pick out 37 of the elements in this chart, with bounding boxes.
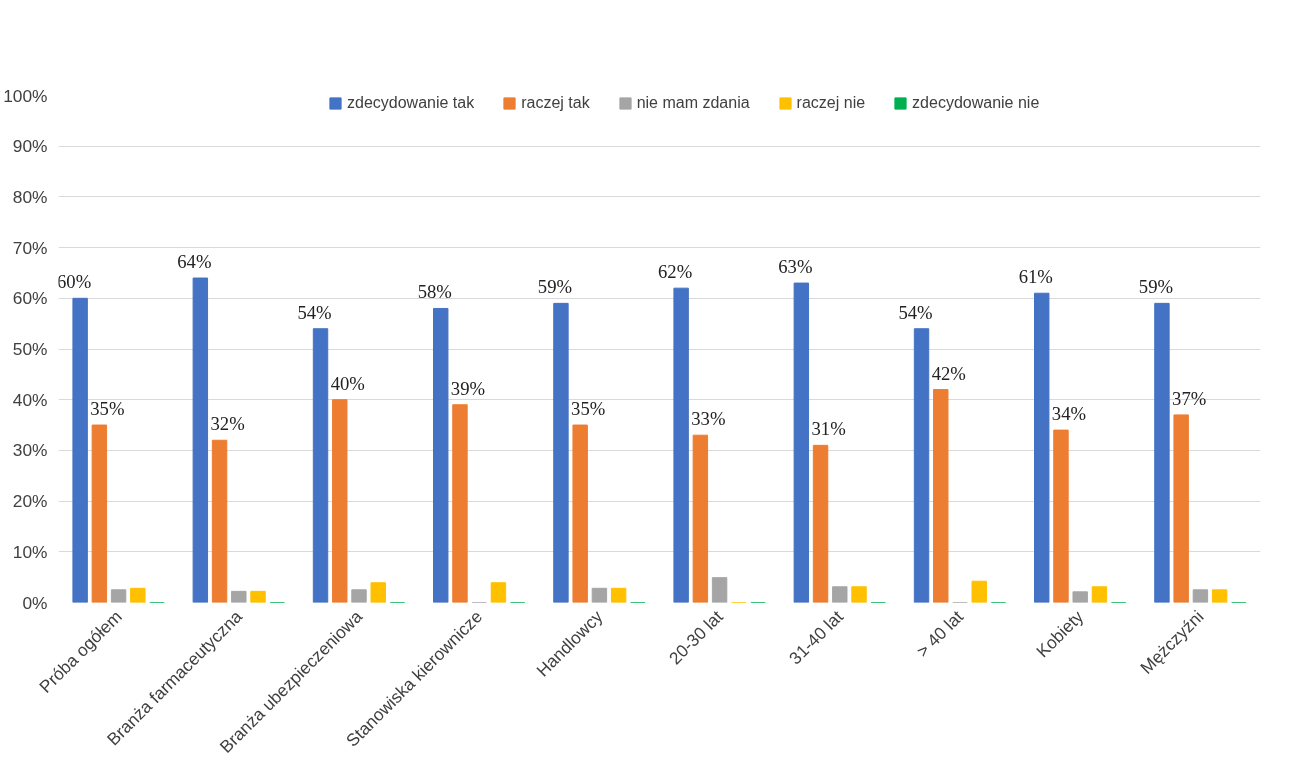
data-label: 39%: [450, 377, 486, 399]
y-tick-label: 80%: [12, 186, 48, 207]
y-tick-label: 70%: [12, 237, 48, 258]
data-label: 40%: [330, 372, 365, 394]
data-label: 32%: [210, 413, 245, 435]
y-tick-label: 100%: [3, 85, 48, 106]
data-label: 61%: [1018, 266, 1053, 288]
data-label: 63%: [778, 256, 813, 278]
y-tick-label: 30%: [12, 440, 48, 461]
y-tick-label: 60%: [12, 288, 48, 309]
data-label: 54%: [297, 301, 332, 323]
y-tick-label: 40%: [12, 389, 48, 410]
y-tick-label: 90%: [12, 136, 48, 157]
x-tick-label: > 40 lat: [912, 606, 968, 662]
y-tick-label: 20%: [12, 491, 48, 512]
data-label: 42%: [931, 362, 966, 384]
data-label: 59%: [537, 276, 573, 298]
legend-label: nie mam zdania: [636, 94, 750, 112]
y-tick-label: 0%: [22, 592, 48, 613]
legend-label: raczej tak: [521, 94, 590, 112]
data-label: 33%: [691, 408, 726, 430]
y-tick-label: 50%: [12, 339, 48, 359]
data-label: 34%: [1051, 403, 1087, 425]
legend-label: raczej nie: [796, 94, 866, 112]
data-label: 62%: [658, 261, 693, 283]
data-label: 64%: [177, 251, 212, 273]
data-label: 60%: [57, 271, 92, 293]
data-label: 58%: [417, 281, 452, 303]
data-label: 31%: [811, 418, 846, 440]
y-tick-label: 10%: [12, 541, 48, 562]
legend-label: zdecydowanie tak: [347, 94, 475, 112]
data-label: 54%: [898, 301, 933, 323]
data-label: 35%: [90, 398, 125, 420]
data-label: 35%: [571, 398, 606, 420]
legend-label: zdecydowanie nie: [912, 94, 1040, 112]
data-label: 59%: [1138, 276, 1174, 298]
data-label: 37%: [1172, 387, 1207, 409]
